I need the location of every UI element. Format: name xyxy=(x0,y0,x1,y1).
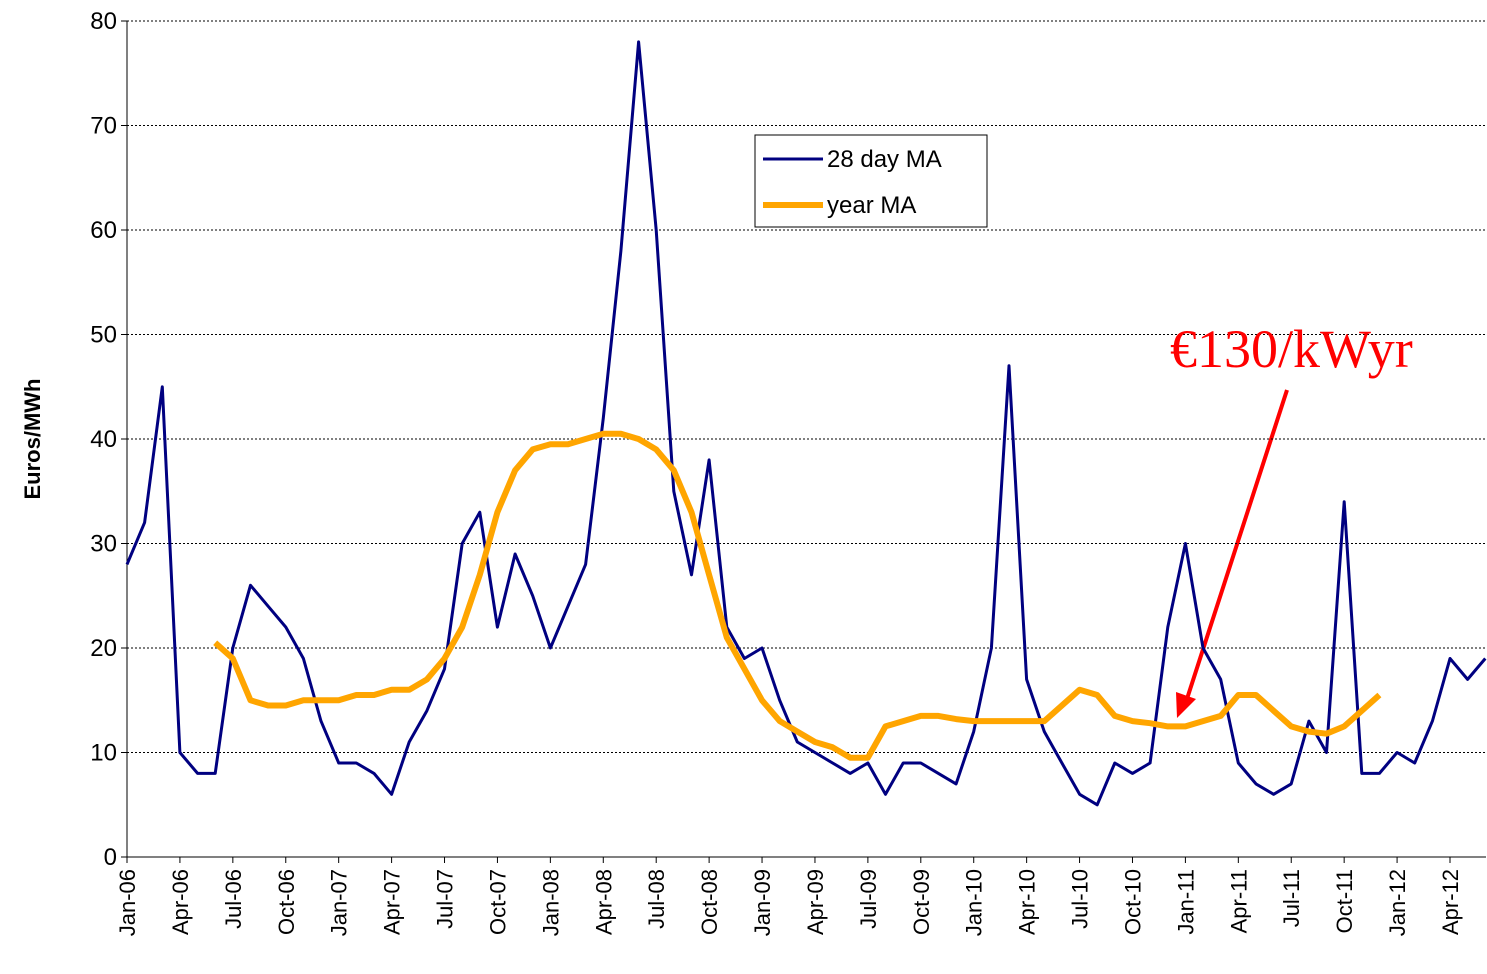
y-tick-label: 0 xyxy=(104,844,117,871)
legend-box xyxy=(754,134,988,228)
x-tick-label: Oct-07 xyxy=(485,869,510,935)
x-tick-label: Apr-10 xyxy=(1015,869,1040,935)
x-tick-label: Apr-08 xyxy=(591,869,616,935)
y-tick-label: 70 xyxy=(90,113,117,140)
y-tick-label: 20 xyxy=(90,635,117,662)
x-tick-label: Apr-07 xyxy=(380,869,405,935)
series-line xyxy=(125,40,1487,807)
x-tick-label: Jan-06 xyxy=(115,869,140,936)
x-tick-label: Jul-09 xyxy=(856,869,881,929)
x-tick-label: Jan-07 xyxy=(327,869,352,936)
legend-label: 28 day MA xyxy=(827,146,942,173)
annotation: €130/kWyr xyxy=(1170,319,1413,379)
x-tick-label: Apr-09 xyxy=(803,869,828,935)
y-tick-label: 10 xyxy=(90,740,117,767)
x-tick-label: Oct-09 xyxy=(909,869,934,935)
y-tick-label: 50 xyxy=(90,322,117,349)
x-tick-label: Jul-11 xyxy=(1279,869,1304,927)
x-tick-label: Apr-06 xyxy=(168,869,193,935)
x-tick-label: Jul-07 xyxy=(433,869,458,929)
annotation-arrow xyxy=(1183,389,1289,706)
y-tick-label: 60 xyxy=(90,217,117,244)
x-tick-label: Apr-11 xyxy=(1226,869,1251,933)
x-tick-label: Jan-09 xyxy=(750,869,775,936)
series-line xyxy=(213,430,1382,761)
legend-label: year MA xyxy=(827,192,916,219)
x-tick-label: Jul-10 xyxy=(1068,869,1093,929)
x-tick-label: Jan-12 xyxy=(1385,869,1410,936)
x-tick-label: Jan-11 xyxy=(1173,869,1198,935)
x-tick-label: Oct-11 xyxy=(1332,869,1357,933)
arrow-head xyxy=(1176,692,1196,718)
x-tick-label: Oct-10 xyxy=(1120,869,1145,935)
x-tick-label: Jan-08 xyxy=(538,869,563,936)
x-tick-label: Apr-12 xyxy=(1438,869,1463,935)
y-tick-label: 80 xyxy=(90,8,117,35)
y-tick-label: 30 xyxy=(90,531,117,558)
x-tick-label: Jul-06 xyxy=(221,869,246,929)
x-tick-label: Oct-06 xyxy=(274,869,299,935)
y-tick-label: 40 xyxy=(90,426,117,453)
x-tick-label: Jan-10 xyxy=(962,869,987,936)
x-tick-label: Oct-08 xyxy=(697,869,722,935)
y-axis-label: Euros/MWh xyxy=(20,379,45,500)
x-tick-label: Jul-08 xyxy=(644,869,669,929)
